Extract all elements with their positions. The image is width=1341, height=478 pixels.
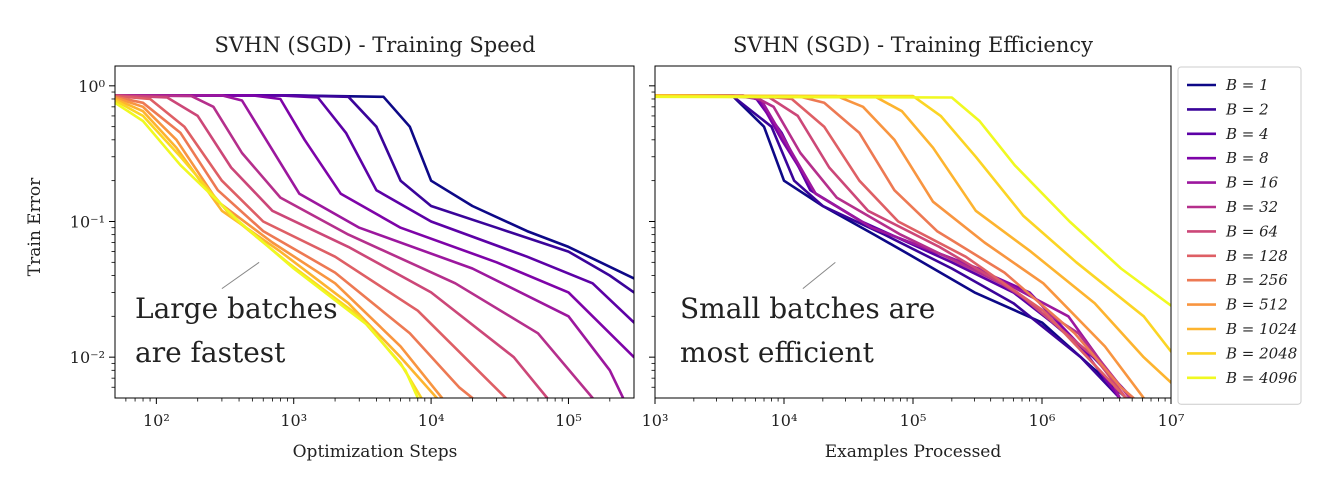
y-tick-label: 10⁰ (78, 77, 105, 96)
x-tick-label: 10² (143, 411, 170, 430)
x-tick-label: 10³ (280, 411, 307, 430)
legend-label: B = 128 (1225, 247, 1288, 265)
training-efficiency-panel: SVHN (SGD) - Training Efficiency Example… (642, 33, 1185, 462)
x-axis-label: Optimization Steps (293, 442, 458, 462)
series-line-b4 (115, 94, 634, 324)
plot-area (115, 94, 634, 398)
plot-area (655, 94, 1171, 398)
legend-label: B = 32 (1225, 198, 1278, 216)
legend-label: B = 512 (1225, 296, 1288, 314)
annotation-line-2: are fastest (135, 336, 286, 369)
legend-label: B = 1 (1225, 76, 1269, 94)
series-line-b16 (115, 94, 625, 398)
annotation-line-1: Small batches are (680, 292, 935, 325)
series-line-b512 (655, 94, 1145, 398)
y-axis-label: Train Error (25, 177, 45, 276)
series-line-b512 (115, 96, 444, 398)
axis-ticks: 10³ 10⁴ 10⁵ 10⁶ 10⁷ (642, 65, 1185, 430)
x-tick-label: 10⁷ (1158, 411, 1185, 430)
series-line-b32 (655, 94, 1132, 398)
axes-frame (114, 65, 635, 399)
series-line-b1 (655, 94, 1128, 398)
x-tick-label: 10⁴ (418, 411, 445, 430)
series-line-b64 (115, 94, 549, 398)
series-line-b4096 (115, 101, 420, 398)
x-tick-label: 10⁴ (771, 411, 798, 430)
series-line-b8 (115, 94, 634, 359)
series-line-b2 (115, 94, 634, 294)
axis-ticks: 10² 10³ 10⁴ 10⁵ 10⁰ 10⁻¹ 10⁻² (70, 65, 635, 430)
panel-title: SVHN (SGD) - Training Speed (214, 33, 535, 57)
series-line-b4096 (655, 95, 1171, 307)
series-line-b1024 (655, 94, 1171, 384)
legend-label: B = 256 (1225, 271, 1288, 289)
annotation-pointer (221, 261, 260, 290)
annotation-line-1: Large batches (135, 292, 338, 325)
legend-frame (1177, 66, 1302, 405)
panel-title: SVHN (SGD) - Training Efficiency (733, 33, 1093, 57)
x-tick-label: 10⁶ (1029, 411, 1056, 430)
series-line-b256 (115, 95, 474, 398)
legend-label: B = 16 (1225, 174, 1279, 192)
training-speed-panel: SVHN (SGD) - Training Speed Train Error … (25, 33, 635, 462)
series-line-b2 (655, 94, 1121, 398)
legend-label: B = 1024 (1225, 320, 1297, 338)
legend-label: B = 2048 (1225, 344, 1297, 362)
legend: B = 1 B = 2 B = 4 B = 8 B = 16 B = 32 B = 64 B … (1177, 66, 1302, 405)
y-tick-label: 10⁻¹ (70, 212, 105, 231)
legend-label: B = 8 (1225, 149, 1269, 167)
series-line-b256 (655, 94, 1135, 398)
series-line-b2048 (655, 94, 1171, 353)
legend-label: B = 2 (1225, 100, 1269, 118)
legend-label: B = 64 (1225, 222, 1278, 240)
series-line-b64 (655, 94, 1128, 398)
x-tick-label: 10⁵ (900, 411, 927, 430)
x-tick-label: 10³ (642, 411, 669, 430)
annotation-pointer (802, 261, 836, 290)
y-tick-label: 10⁻² (70, 348, 105, 367)
series-line-b128 (115, 94, 508, 398)
x-tick-label: 10⁵ (555, 411, 582, 430)
legend-label: B = 4 (1225, 125, 1269, 143)
legend-label: B = 4096 (1225, 369, 1298, 387)
series-line-b32 (115, 94, 594, 398)
annotation-line-2: most efficient (680, 336, 875, 369)
x-axis-label: Examples Processed (825, 442, 1002, 462)
